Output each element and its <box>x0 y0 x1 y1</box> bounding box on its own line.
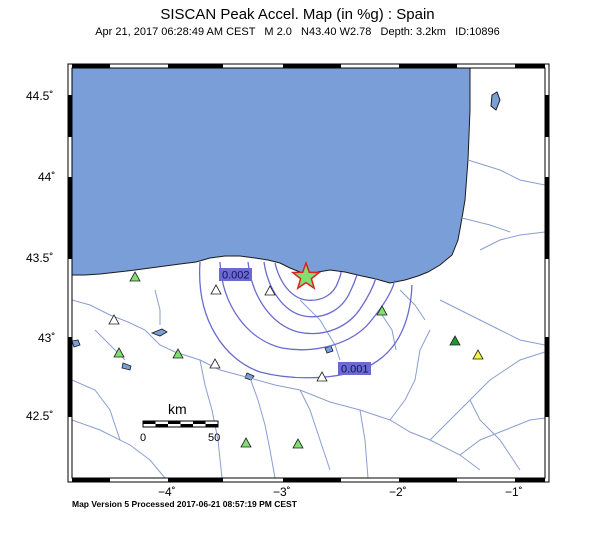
scale-max: 50 <box>208 432 220 444</box>
lat-tick: 43.5˚ <box>26 251 53 265</box>
stations <box>108 271 484 449</box>
lake <box>121 362 132 371</box>
contour-0.002 <box>219 261 396 351</box>
station-green <box>292 438 304 449</box>
contour-label: 0.001 <box>341 364 369 376</box>
scale-bar <box>142 420 219 428</box>
lat-tick: 44˚ <box>38 170 55 184</box>
sea-area <box>72 68 471 284</box>
station-white <box>264 285 276 296</box>
lon-tick: −1˚ <box>505 485 523 499</box>
station-white <box>316 371 328 382</box>
epicenter-star <box>290 260 322 291</box>
contour-label-box <box>338 362 371 375</box>
station-white <box>108 314 120 325</box>
station-green <box>376 305 388 316</box>
station-green <box>113 347 125 358</box>
lake <box>150 328 168 337</box>
map-subtitle: Apr 21, 2017 06:28:49 AM CEST M 2.0 N43.… <box>95 26 500 38</box>
lon-tick: −4˚ <box>158 485 176 499</box>
map-layers: 0.002 0.001 <box>72 68 545 478</box>
contour-0.001 <box>199 261 413 379</box>
island <box>490 91 501 111</box>
map-title: SISCAN Peak Accel. Map (in %g) : Spain <box>160 6 435 23</box>
scale-unit: km <box>168 401 187 417</box>
lake <box>72 339 81 348</box>
station-green <box>129 271 141 282</box>
contour-label: 0.002 <box>222 270 250 282</box>
station-white <box>210 284 222 295</box>
station-green <box>240 437 252 448</box>
lat-tick: 44.5˚ <box>26 89 53 103</box>
contour-lines <box>199 261 413 379</box>
station-yellow <box>472 349 484 360</box>
map-footer: Map Version 5 Processed 2017-06-21 08:57… <box>72 499 297 509</box>
station-green <box>172 348 184 359</box>
contour-label-box <box>219 268 252 281</box>
lat-tick: 43˚ <box>38 331 55 345</box>
rivers <box>72 159 545 478</box>
scale-min: 0 <box>140 432 146 444</box>
lon-tick: −3˚ <box>273 485 291 499</box>
frame-checks <box>68 64 549 482</box>
station-darkgreen <box>449 335 461 346</box>
lat-tick: 42.5˚ <box>26 409 53 423</box>
station-white <box>209 358 221 369</box>
lon-tick: −2˚ <box>389 485 407 499</box>
